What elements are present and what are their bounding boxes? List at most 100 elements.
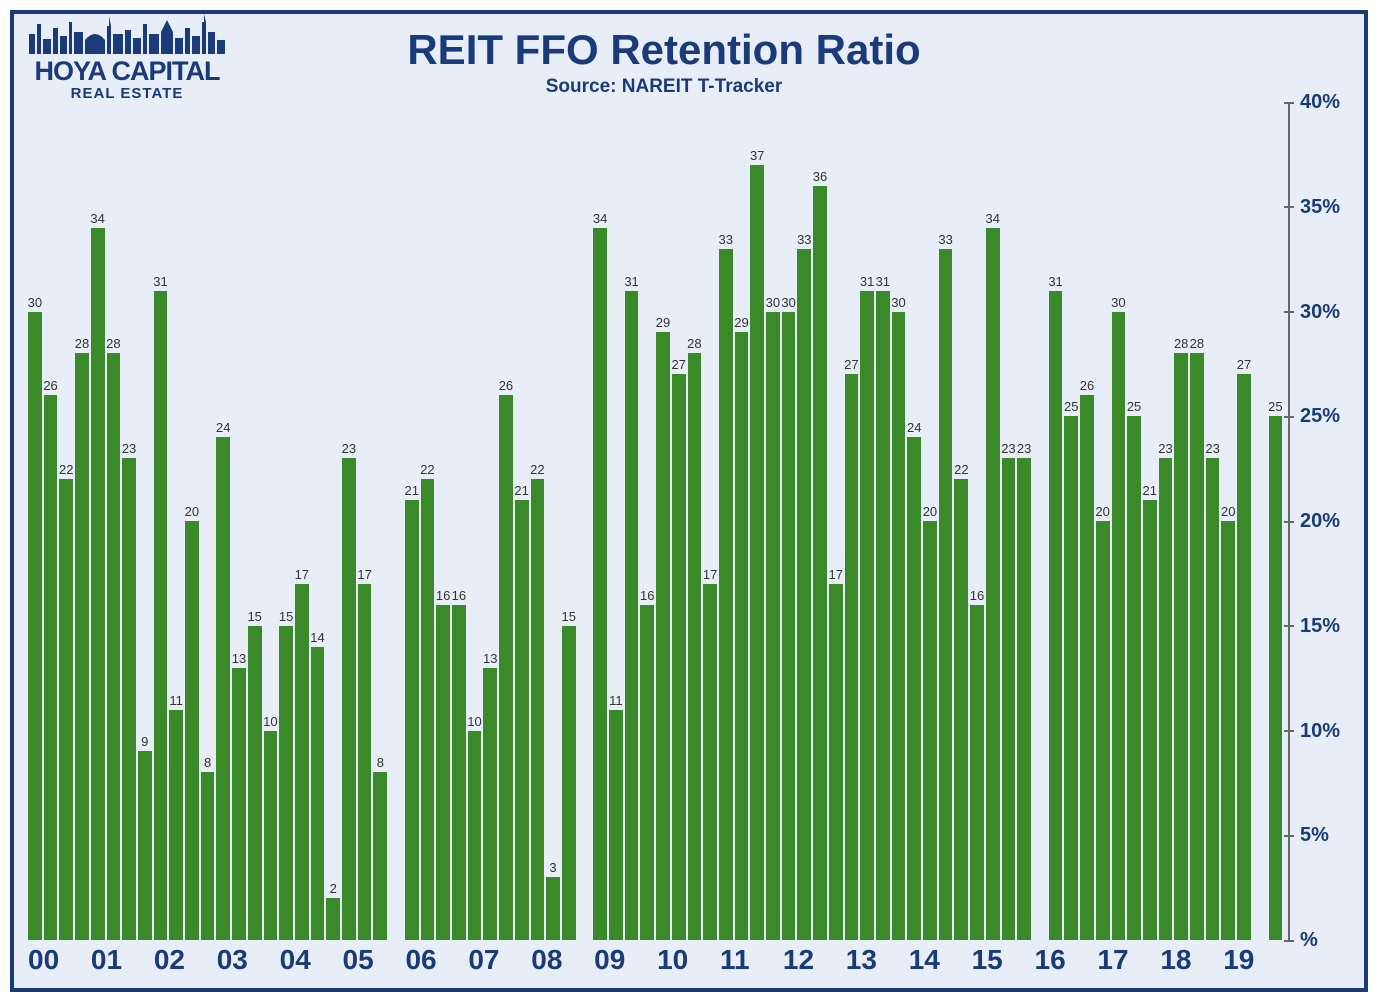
- bar-wrap: 28: [107, 102, 121, 940]
- bar: 2: [326, 898, 340, 940]
- bar-wrap: 23: [1002, 102, 1016, 940]
- y-tick-mark: [1284, 625, 1294, 627]
- bar: 25: [1064, 416, 1078, 940]
- bar-value-label: 15: [279, 609, 293, 626]
- bar-value-label: 34: [986, 211, 1000, 228]
- bar-value-label: 27: [1237, 357, 1251, 374]
- bar-wrap: 20: [923, 102, 937, 940]
- bar-wrap: 23: [1206, 102, 1220, 940]
- x-year-label: 15: [970, 944, 1033, 984]
- plot-area: 3026222834282393111208241315101517142231…: [26, 102, 1284, 940]
- bar-value-label: 10: [467, 714, 481, 731]
- x-year-label: 07: [466, 944, 529, 984]
- bar-wrap: 17: [295, 102, 309, 940]
- bar-wrap: 16: [970, 102, 984, 940]
- x-year-label: 04: [278, 944, 341, 984]
- x-year-label: 08: [529, 944, 592, 984]
- bar: 31: [876, 291, 890, 940]
- bar-value-label: 31: [1048, 274, 1062, 291]
- bar-wrap: 11: [169, 102, 183, 940]
- bar-wrap: 10: [468, 102, 482, 940]
- bar-value-label: 29: [734, 315, 748, 332]
- bar-wrap: 13: [483, 102, 497, 940]
- bar-value-label: 30: [766, 295, 780, 312]
- bar: 11: [609, 710, 623, 940]
- bar-value-label: 20: [1221, 504, 1235, 521]
- bar-wrap: 21: [405, 102, 419, 940]
- bar-wrap: 33: [719, 102, 733, 940]
- bar-wrap: 20: [185, 102, 199, 940]
- bar: 29: [735, 332, 749, 940]
- bar: 34: [91, 228, 105, 940]
- bar-value-label: 21: [404, 483, 418, 500]
- y-tick-label: 20%: [1300, 510, 1340, 533]
- bar-value-label: 23: [342, 441, 356, 458]
- bar-wrap: 8: [201, 102, 215, 940]
- bar-value-label: 21: [514, 483, 528, 500]
- bar-wrap: 34: [91, 102, 105, 940]
- bar-wrap: 36: [813, 102, 827, 940]
- bar-wrap: 31: [860, 102, 874, 940]
- bar: 22: [421, 479, 435, 940]
- bar-value-label: 24: [907, 420, 921, 437]
- bar-wrap: 15: [562, 102, 576, 940]
- x-year-label: 03: [215, 944, 278, 984]
- bar-wrap: 24: [907, 102, 921, 940]
- y-tick: 5%: [1284, 824, 1356, 847]
- bar-wrap: 11: [609, 102, 623, 940]
- bar-value-label: 29: [656, 315, 670, 332]
- bar-wrap: 28: [688, 102, 702, 940]
- y-tick: %: [1284, 929, 1356, 952]
- bar-value-label: 17: [295, 567, 309, 584]
- bar-wrap: 17: [358, 102, 372, 940]
- bar-value-label: 10: [263, 714, 277, 731]
- bar-wrap: 31: [876, 102, 890, 940]
- bar-value-label: 23: [1205, 441, 1219, 458]
- bar: 27: [845, 374, 859, 940]
- chart-frame: HOYA CAPITAL REAL ESTATE REIT FFO Retent…: [10, 10, 1368, 992]
- bar-wrap: 31: [154, 102, 168, 940]
- bar: 23: [1206, 458, 1220, 940]
- bar: 31: [625, 291, 639, 940]
- bar-wrap: 30: [766, 102, 780, 940]
- y-tick-label: 15%: [1300, 615, 1340, 638]
- y-tick: 20%: [1284, 510, 1356, 533]
- bar-value-label: 23: [122, 441, 136, 458]
- bar-value-label: 16: [436, 588, 450, 605]
- bar-wrap: 23: [122, 102, 136, 940]
- bar-wrap: 23: [342, 102, 356, 940]
- y-tick-label: 10%: [1300, 720, 1340, 743]
- bar-wrap: 26: [499, 102, 513, 940]
- bars-container: 3026222834282393111208241315101517142231…: [26, 102, 1284, 940]
- bar: 11: [169, 710, 183, 940]
- bar-value-label: 33: [797, 232, 811, 249]
- bar-value-label: 16: [640, 588, 654, 605]
- bar: 25: [1269, 416, 1283, 940]
- x-year-label: 10: [655, 944, 718, 984]
- bar: 28: [1190, 353, 1204, 940]
- bar-value-label: 37: [750, 148, 764, 165]
- bar-value-label: 22: [59, 462, 73, 479]
- bar-wrap: 30: [892, 102, 906, 940]
- bar-wrap: [389, 102, 403, 940]
- bar-wrap: 27: [1237, 102, 1251, 940]
- bar-wrap: 10: [264, 102, 278, 940]
- bar: 21: [515, 500, 529, 940]
- bar-value-label: 16: [970, 588, 984, 605]
- bar-value-label: 11: [609, 693, 623, 710]
- bar-value-label: 27: [671, 357, 685, 374]
- bar-wrap: 25: [1064, 102, 1078, 940]
- bar-wrap: 33: [939, 102, 953, 940]
- bar: 27: [1237, 374, 1251, 940]
- bar-wrap: 29: [656, 102, 670, 940]
- bar: 15: [279, 626, 293, 940]
- x-year-label: 06: [403, 944, 466, 984]
- bar: 33: [797, 249, 811, 940]
- bar-value-label: 28: [687, 336, 701, 353]
- bar: 16: [436, 605, 450, 940]
- bar: 33: [719, 249, 733, 940]
- bar: 36: [813, 186, 827, 940]
- bar-value-label: 30: [1111, 295, 1125, 312]
- bar-wrap: 17: [829, 102, 843, 940]
- bar-value-label: 11: [169, 693, 183, 710]
